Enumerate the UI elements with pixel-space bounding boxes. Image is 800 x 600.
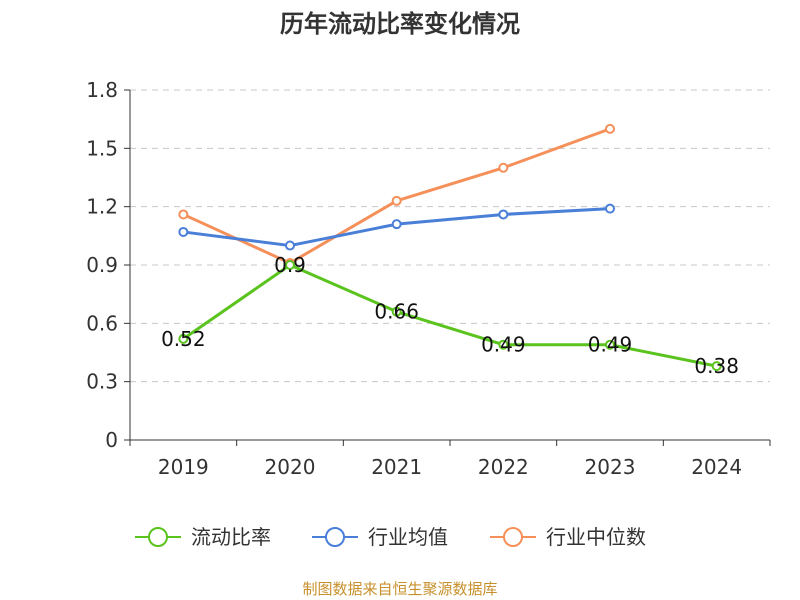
data-point	[391, 219, 402, 230]
data-point	[498, 162, 509, 173]
y-tick-label: 0.6	[86, 311, 118, 335]
data-point	[285, 240, 295, 251]
axes: 0 0.3 0.6 0.9 1.2 1.5 1.8 2019 2020 2021 2022 2023 2…	[86, 78, 771, 479]
data-point	[391, 195, 402, 206]
legend-marker-icon	[148, 527, 168, 547]
chart-title: 历年流动比率变化情况	[280, 10, 520, 38]
data-label: 0.9	[274, 253, 306, 277]
data-label: 0.52	[161, 327, 206, 351]
x-tick-label: 2019	[158, 455, 209, 479]
legend-label: 行业均值	[368, 525, 448, 549]
legend-label: 行业中位数	[546, 525, 646, 549]
series-2	[178, 123, 615, 269]
data-point	[178, 209, 189, 220]
y-tick-label: 1.8	[86, 78, 118, 102]
y-tick-label: 0	[105, 428, 118, 452]
legend-label: 流动比率	[191, 525, 271, 549]
data-label: 0.49	[481, 333, 526, 357]
data-labels: 0.52 0.9 0.66 0.49 0.49 0.38	[161, 253, 739, 378]
data-point	[285, 260, 295, 270]
data-point	[605, 123, 615, 134]
data-point	[498, 209, 509, 220]
series-group	[178, 123, 722, 372]
legend-item[interactable]: 行业均值	[312, 525, 448, 549]
data-point	[711, 361, 722, 372]
data-point	[391, 306, 402, 317]
series-line	[182, 263, 717, 368]
data-point	[605, 203, 615, 214]
series-0	[178, 260, 722, 372]
series-1	[178, 203, 615, 251]
x-tick-label: 2024	[691, 455, 742, 479]
source-note: 制图数据来自恒生聚源数据库	[302, 580, 497, 598]
data-label: 0.66	[374, 300, 419, 324]
x-tick-label: 2020	[265, 455, 316, 479]
legend: 流动比率 行业均值 行业中位数	[135, 525, 646, 549]
data-point	[605, 339, 615, 350]
x-tick-label: 2023	[585, 455, 636, 479]
legend-marker-icon	[325, 527, 345, 547]
y-tick-label: 0.3	[86, 370, 118, 394]
data-label: 0.38	[694, 354, 739, 378]
data-point	[498, 339, 509, 350]
legend-item[interactable]: 行业中位数	[490, 525, 646, 549]
y-tick-label: 1.5	[86, 136, 118, 160]
data-label: 0.49	[588, 333, 633, 357]
y-tick-label: 1.2	[86, 195, 118, 219]
data-point	[178, 226, 189, 237]
data-point	[178, 333, 189, 344]
x-tick-label: 2021	[371, 455, 422, 479]
y-tick-label: 0.9	[86, 253, 118, 277]
legend-marker-icon	[503, 527, 523, 547]
legend-item[interactable]: 流动比率	[135, 525, 271, 549]
x-tick-label: 2022	[478, 455, 529, 479]
grid	[130, 89, 770, 383]
